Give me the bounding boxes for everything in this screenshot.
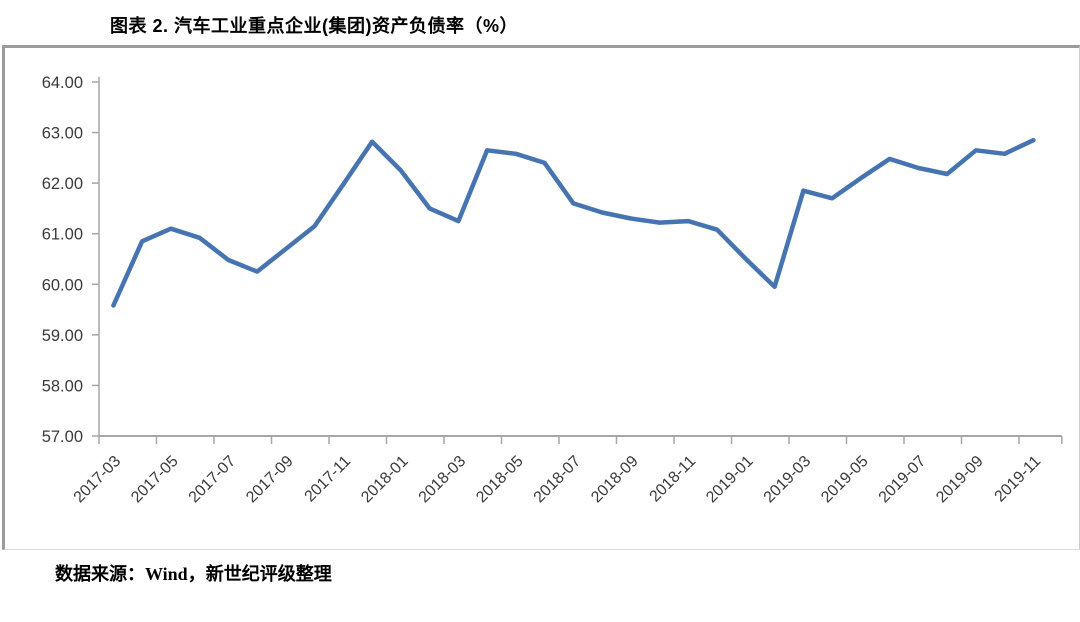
- x-tick-label: 2019-07: [876, 453, 930, 507]
- x-tick-label: 2018-01: [358, 453, 412, 507]
- x-tick-label: 2019-03: [761, 453, 815, 507]
- x-tick-label: 2017-07: [186, 453, 240, 507]
- data-source-note: 数据来源：Wind，新世纪评级整理: [55, 564, 332, 584]
- y-tick-label: 58.00: [42, 377, 83, 395]
- x-tick-label: 2017-09: [243, 453, 297, 507]
- x-tick-label: 2018-03: [416, 453, 470, 507]
- x-tick-label: 2018-07: [531, 453, 585, 507]
- y-tick-label: 59.00: [42, 327, 83, 345]
- x-tick-label: 2018-05: [473, 453, 527, 507]
- y-tick-label: 60.00: [42, 276, 83, 294]
- series-line: [111, 137, 1036, 308]
- y-tick-label: 61.00: [42, 226, 83, 244]
- x-tick-label: 2019-05: [818, 453, 872, 507]
- chart-frame: 64.00 63.00 62.00 61.00 60.00 59.00 58.00 57.00…: [2, 45, 1080, 550]
- x-tick-label: 2019-11: [992, 453, 1045, 506]
- line-chart: 64.00 63.00 62.00 61.00 60.00 59.00 58.00 57.00…: [42, 74, 1063, 507]
- x-tick-label: 2017-11: [302, 453, 355, 506]
- x-tick-label: 2018-11: [647, 453, 700, 506]
- x-tick-label: 2019-09: [933, 453, 987, 507]
- y-tick-label: 57.00: [42, 428, 83, 446]
- x-tick-label: 2019-01: [703, 453, 757, 507]
- x-tick-label: 2018-09: [588, 453, 642, 507]
- x-tick-label: 2017-03: [71, 453, 125, 507]
- y-tick-label: 63.00: [42, 125, 83, 143]
- x-tick-label: 2017-05: [128, 453, 182, 507]
- y-tick-label: 62.00: [42, 175, 83, 193]
- chart-title: 图表 2. 汽车工业重点企业(集团)资产负债率（%）: [110, 16, 519, 36]
- y-tick-label: 64.00: [42, 74, 83, 92]
